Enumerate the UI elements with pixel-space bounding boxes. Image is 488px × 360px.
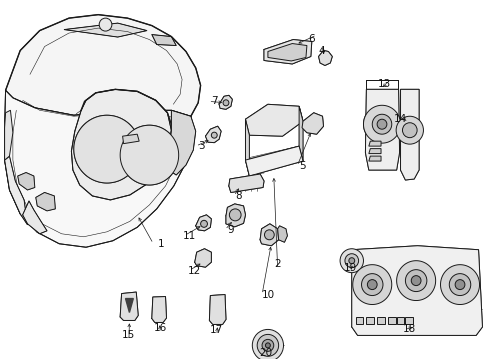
Polygon shape	[396, 261, 435, 301]
Circle shape	[339, 249, 363, 273]
Polygon shape	[405, 317, 412, 324]
Text: 18: 18	[402, 324, 415, 334]
Circle shape	[371, 114, 391, 134]
Circle shape	[200, 220, 207, 227]
Circle shape	[344, 254, 358, 268]
Text: 8: 8	[235, 191, 242, 201]
Polygon shape	[225, 204, 245, 227]
Circle shape	[395, 116, 423, 144]
Circle shape	[262, 339, 273, 351]
Polygon shape	[4, 156, 27, 225]
Polygon shape	[168, 110, 195, 175]
Text: 9: 9	[227, 225, 234, 235]
Text: 15: 15	[122, 330, 135, 341]
Circle shape	[264, 230, 274, 240]
Text: 17: 17	[210, 325, 223, 336]
Polygon shape	[152, 297, 166, 323]
Text: 20: 20	[259, 348, 272, 358]
Polygon shape	[120, 125, 178, 185]
Polygon shape	[368, 141, 380, 146]
Polygon shape	[205, 126, 221, 143]
Text: 7: 7	[210, 96, 217, 106]
Polygon shape	[368, 149, 380, 154]
Text: 10: 10	[261, 289, 274, 300]
Polygon shape	[363, 105, 400, 143]
Polygon shape	[245, 146, 303, 176]
Polygon shape	[4, 90, 193, 247]
Polygon shape	[71, 89, 171, 200]
Circle shape	[211, 132, 217, 138]
Circle shape	[252, 329, 283, 360]
Circle shape	[361, 274, 382, 296]
Circle shape	[265, 343, 270, 348]
Text: 3: 3	[198, 141, 204, 151]
Text: 6: 6	[308, 34, 314, 44]
Circle shape	[348, 258, 354, 264]
Polygon shape	[152, 35, 176, 45]
Polygon shape	[400, 89, 418, 180]
Polygon shape	[4, 110, 13, 160]
Polygon shape	[267, 44, 306, 61]
Circle shape	[402, 123, 416, 138]
Polygon shape	[352, 265, 391, 305]
Circle shape	[229, 209, 241, 221]
Circle shape	[405, 270, 426, 292]
Text: 16: 16	[154, 323, 167, 333]
Polygon shape	[194, 249, 211, 267]
Polygon shape	[260, 224, 278, 246]
Circle shape	[454, 280, 464, 289]
Polygon shape	[245, 119, 249, 176]
Polygon shape	[5, 15, 200, 126]
Polygon shape	[120, 292, 138, 320]
Polygon shape	[195, 215, 211, 231]
Polygon shape	[228, 174, 264, 193]
Circle shape	[366, 280, 376, 289]
Circle shape	[223, 100, 228, 106]
Polygon shape	[376, 317, 384, 324]
Polygon shape	[219, 95, 232, 109]
Circle shape	[376, 119, 386, 129]
Polygon shape	[64, 23, 147, 37]
Text: 4: 4	[318, 45, 324, 55]
Circle shape	[410, 276, 420, 285]
Polygon shape	[302, 113, 323, 134]
Circle shape	[99, 18, 112, 31]
Polygon shape	[22, 201, 47, 234]
Polygon shape	[122, 134, 139, 144]
Polygon shape	[368, 156, 380, 161]
Polygon shape	[365, 89, 399, 170]
Text: 13: 13	[378, 79, 391, 89]
Polygon shape	[440, 265, 479, 305]
Text: 5: 5	[298, 161, 305, 171]
Polygon shape	[318, 50, 331, 66]
Circle shape	[257, 334, 278, 356]
Polygon shape	[366, 317, 373, 324]
Polygon shape	[209, 294, 225, 324]
Polygon shape	[125, 298, 133, 312]
Text: 12: 12	[188, 266, 201, 276]
Text: 11: 11	[183, 231, 196, 241]
Text: 14: 14	[393, 114, 407, 124]
Text: 19: 19	[344, 263, 357, 273]
Polygon shape	[245, 104, 303, 136]
Polygon shape	[299, 106, 303, 161]
Polygon shape	[264, 40, 311, 64]
Polygon shape	[387, 317, 395, 324]
Polygon shape	[36, 193, 55, 211]
Polygon shape	[355, 317, 363, 324]
Polygon shape	[18, 172, 35, 190]
Circle shape	[448, 274, 470, 296]
Text: 2: 2	[274, 259, 281, 269]
Text: 1: 1	[157, 239, 163, 249]
Polygon shape	[396, 317, 404, 324]
Polygon shape	[277, 226, 287, 242]
Polygon shape	[74, 115, 140, 183]
Polygon shape	[351, 246, 482, 336]
